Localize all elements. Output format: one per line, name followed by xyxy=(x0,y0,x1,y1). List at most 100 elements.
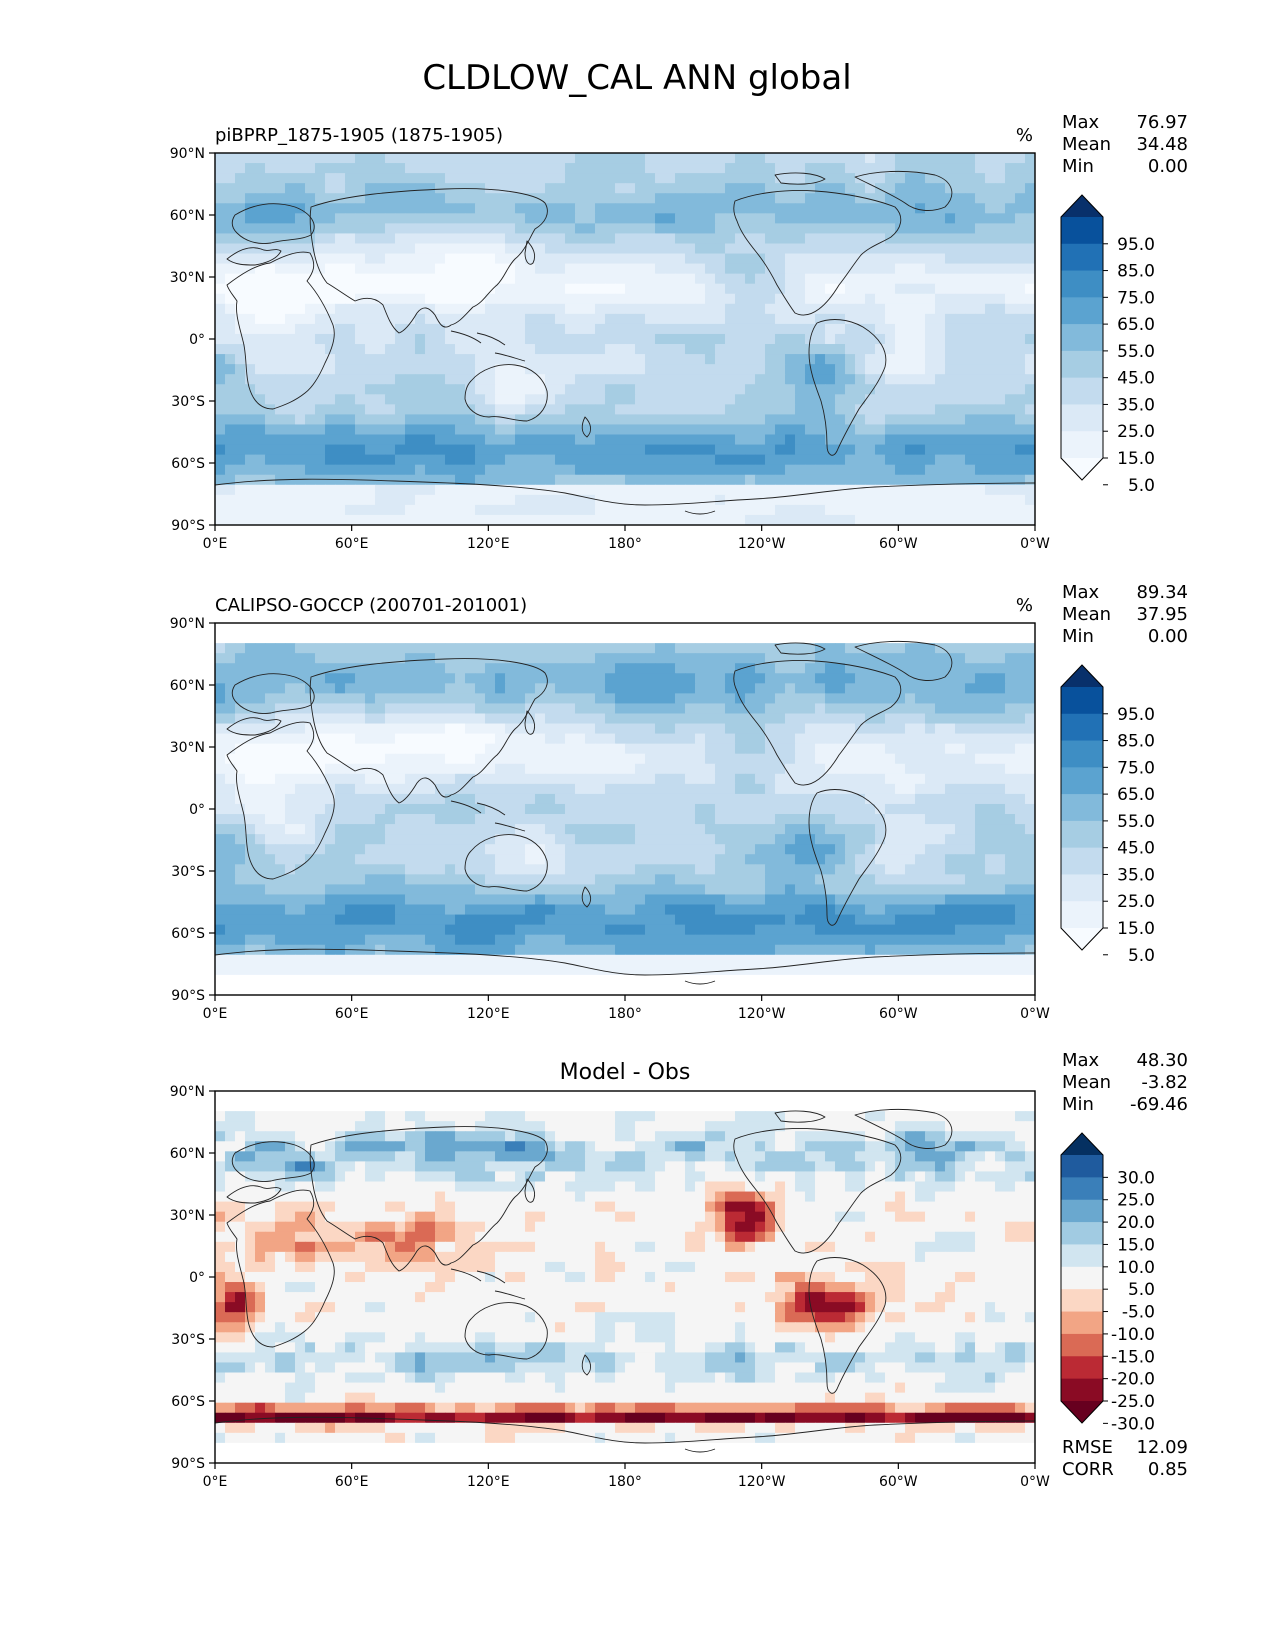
lon-tick-label: 120°W xyxy=(738,536,786,552)
lat-tick-label: 0° xyxy=(189,802,205,818)
lon-tick-label: 180° xyxy=(608,1006,642,1022)
colorbar-tick-label: 25.0 xyxy=(1117,422,1155,442)
colorbar-tick-label: -10.0 xyxy=(1111,1325,1155,1345)
colorbar-tick-label: 75.0 xyxy=(1117,288,1155,308)
lon-tick-label: 60°E xyxy=(335,1474,369,1490)
lat-tick-label: 60°N xyxy=(170,208,205,224)
panel-2: CALIPSO-GOCCP (200701-201001) % 0°E 60°E 120… xyxy=(170,582,1188,1022)
lat-tick-label: 60°S xyxy=(171,456,205,472)
colorbar-tick-label: 30.0 xyxy=(1117,1168,1155,1188)
colorbar: 95.0 85.0 75.0 65.0 55.0 45.0 35.0 25.0 15.0 5.0 xyxy=(1060,194,1155,496)
lon-tick-label: 0°E xyxy=(203,1474,228,1490)
stat-value: 37.95 xyxy=(1136,604,1188,625)
lat-tick-label: 0° xyxy=(189,1270,205,1286)
panel-title-center: Model - Obs xyxy=(560,1060,691,1085)
lat-tick-label: 30°S xyxy=(171,864,205,880)
stat-label: RMSE xyxy=(1062,1437,1113,1458)
stat-label: Mean xyxy=(1062,134,1111,155)
colorbar-tick-label: 5.0 xyxy=(1128,1280,1155,1300)
colorbar-tick-label: -15.0 xyxy=(1111,1347,1155,1367)
stat-label: CORR xyxy=(1062,1459,1114,1480)
colorbar-tick-label: 85.0 xyxy=(1117,262,1155,282)
lat-tick-label: 60°S xyxy=(171,1394,205,1410)
colorbar-tick-label: -30.0 xyxy=(1111,1414,1155,1434)
lat-tick-label: 90°S xyxy=(171,1456,205,1472)
panel-title-left: CALIPSO-GOCCP (200701-201001) xyxy=(215,595,527,616)
stat-value: 0.00 xyxy=(1148,626,1188,647)
field-map xyxy=(215,1091,1035,1463)
colorbar-tick-label: -25.0 xyxy=(1111,1392,1155,1412)
colorbar-tick-label: 55.0 xyxy=(1117,342,1155,362)
stat-value: -3.82 xyxy=(1141,1072,1188,1093)
panel-title-left: piBPRP_1875-1905 (1875-1905) xyxy=(215,125,503,146)
figure-title: CLDLOW_CAL ANN global xyxy=(422,58,851,98)
colorbar-tick-label: 5.0 xyxy=(1128,476,1155,496)
lon-tick-label: 0°W xyxy=(1020,1474,1050,1490)
lon-tick-label: 60°E xyxy=(335,536,369,552)
colorbar-tick-label: 85.0 xyxy=(1117,732,1155,752)
lon-tick-label: 120°E xyxy=(467,1006,510,1022)
lat-tick-label: 90°N xyxy=(170,1084,205,1100)
colorbar-tick-label: -20.0 xyxy=(1111,1370,1155,1390)
stat-value: 89.34 xyxy=(1136,582,1188,603)
colorbar-tick-label: -5.0 xyxy=(1122,1303,1155,1323)
lat-tick-label: 0° xyxy=(189,332,205,348)
stat-value: 48.30 xyxy=(1136,1050,1188,1071)
lat-tick-label: 90°N xyxy=(170,146,205,162)
colorbar-tick-label: 25.0 xyxy=(1117,892,1155,912)
panel-1: piBPRP_1875-1905 (1875-1905) % 0°E 60°E 120°… xyxy=(170,112,1188,552)
colorbar-tick-label: 65.0 xyxy=(1117,785,1155,805)
lon-tick-label: 120°E xyxy=(467,536,510,552)
panel-units: % xyxy=(1016,125,1033,146)
lat-tick-label: 90°S xyxy=(171,988,205,1004)
colorbar-tick-label: 15.0 xyxy=(1117,919,1155,939)
colorbar-tick-label: 15.0 xyxy=(1117,449,1155,469)
stat-label: Min xyxy=(1062,626,1094,647)
lon-tick-label: 120°W xyxy=(738,1474,786,1490)
lon-tick-label: 0°E xyxy=(203,536,228,552)
colorbar-tick-label: 55.0 xyxy=(1117,812,1155,832)
lat-tick-label: 30°N xyxy=(170,1208,205,1224)
colorbar: 95.0 85.0 75.0 65.0 55.0 45.0 35.0 25.0 15.0 5.0 xyxy=(1060,664,1155,966)
stat-value: 12.09 xyxy=(1136,1437,1188,1458)
stat-value: 0.00 xyxy=(1148,156,1188,177)
panel-3: Model - Obs 0°E 60°E 120°E 180° 120°W 60°W 0°W 9… xyxy=(170,1050,1188,1490)
stat-value: 34.48 xyxy=(1136,134,1188,155)
colorbar-tick-label: 20.0 xyxy=(1117,1213,1155,1233)
colorbar-tick-label: 10.0 xyxy=(1117,1258,1155,1278)
lon-tick-label: 0°E xyxy=(203,1006,228,1022)
lon-tick-label: 60°W xyxy=(879,1006,918,1022)
lat-tick-label: 30°S xyxy=(171,394,205,410)
lon-tick-label: 180° xyxy=(608,1474,642,1490)
stat-label: Max xyxy=(1062,1050,1100,1071)
lon-tick-label: 60°E xyxy=(335,1006,369,1022)
lon-tick-label: 120°W xyxy=(738,1006,786,1022)
lat-tick-label: 90°S xyxy=(171,518,205,534)
colorbar-tick-label: 45.0 xyxy=(1117,839,1155,859)
stat-label: Mean xyxy=(1062,1072,1111,1093)
stat-value: 0.85 xyxy=(1148,1459,1188,1480)
colorbar-tick-label: 75.0 xyxy=(1117,758,1155,778)
stat-value: -69.46 xyxy=(1130,1094,1188,1115)
stat-label: Max xyxy=(1062,112,1100,133)
lat-tick-label: 60°S xyxy=(171,926,205,942)
stat-label: Min xyxy=(1062,156,1094,177)
field-map xyxy=(215,153,1035,525)
lat-tick-label: 60°N xyxy=(170,1146,205,1162)
colorbar-tick-label: 5.0 xyxy=(1128,946,1155,966)
colorbar-tick-label: 95.0 xyxy=(1117,705,1155,725)
panel-units: % xyxy=(1016,595,1033,616)
lat-tick-label: 30°N xyxy=(170,740,205,756)
lon-tick-label: 180° xyxy=(608,536,642,552)
lon-tick-label: 0°W xyxy=(1020,1006,1050,1022)
colorbar-tick-label: 95.0 xyxy=(1117,235,1155,255)
lon-tick-label: 120°E xyxy=(467,1474,510,1490)
lat-tick-label: 30°S xyxy=(171,1332,205,1348)
lon-tick-label: 60°W xyxy=(879,1474,918,1490)
colorbar-tick-label: 45.0 xyxy=(1117,369,1155,389)
colorbar: 30.0 25.020.015.0 10.05.0 -5.0-10.0-15.0 -20… xyxy=(1060,1132,1155,1434)
field-map xyxy=(215,623,1035,995)
lon-tick-label: 60°W xyxy=(879,536,918,552)
colorbar-tick-label: 25.0 xyxy=(1117,1191,1155,1211)
